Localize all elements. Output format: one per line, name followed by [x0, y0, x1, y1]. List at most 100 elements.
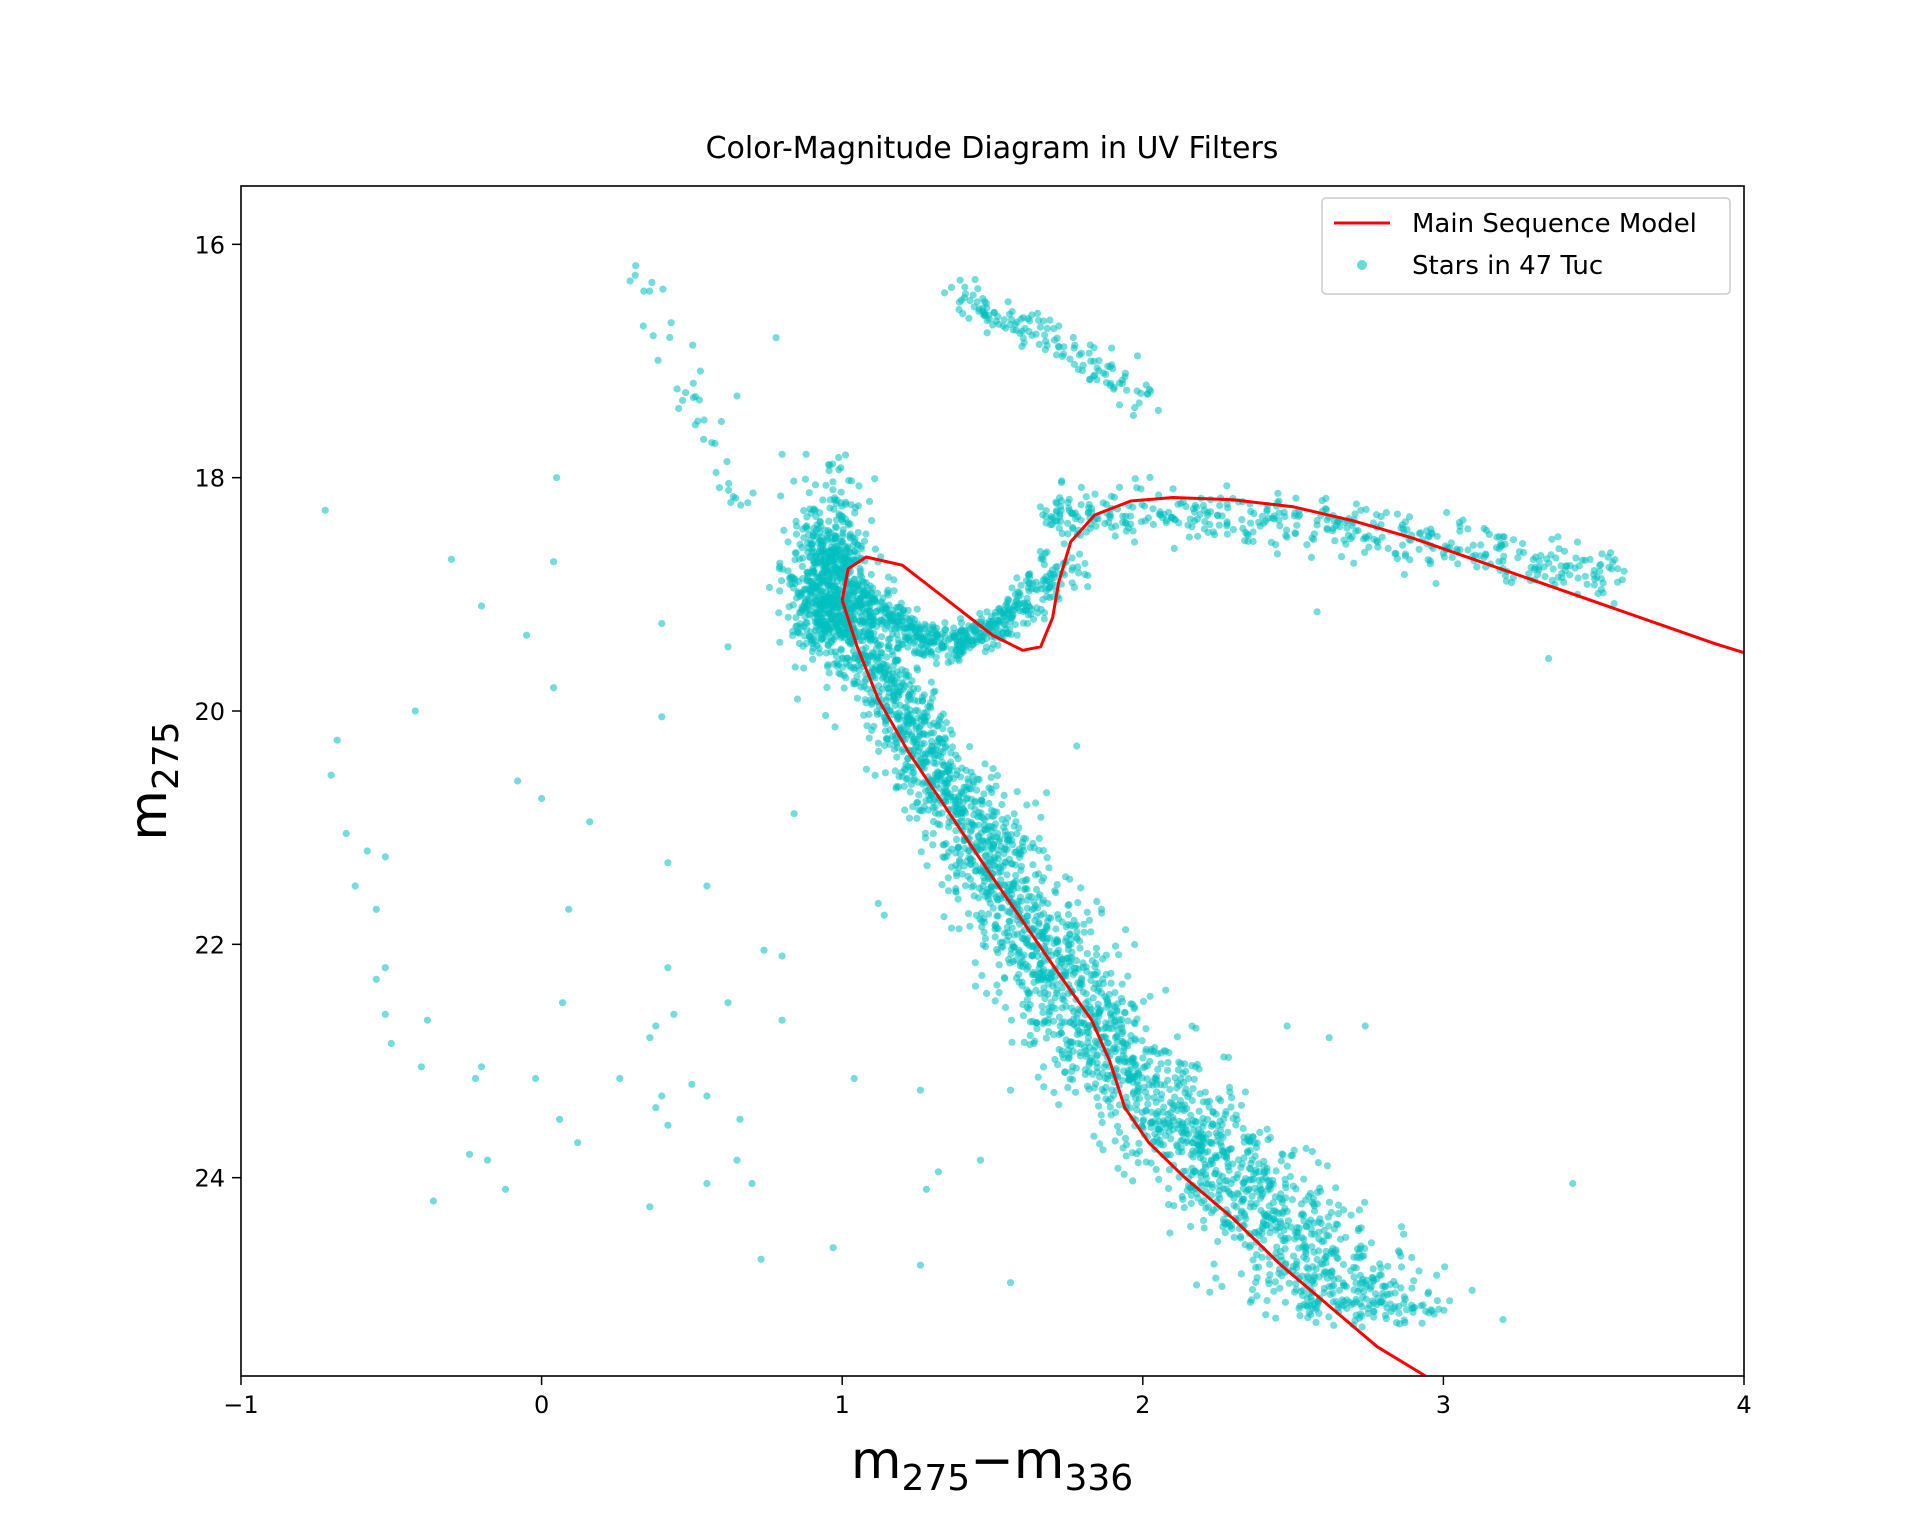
star-point	[1204, 1203, 1212, 1211]
star-point	[1111, 989, 1119, 997]
star-point	[950, 631, 958, 639]
star-point	[1212, 1154, 1220, 1162]
star-point	[1041, 331, 1049, 339]
star-point	[1058, 955, 1066, 964]
star-point	[565, 905, 573, 913]
star-point	[417, 1063, 425, 1071]
star-point	[900, 782, 908, 791]
star-point	[1013, 318, 1021, 326]
star-point	[778, 450, 786, 458]
star-point	[958, 870, 966, 878]
star-point	[1323, 526, 1331, 534]
star-point	[834, 619, 842, 627]
star-point	[1084, 508, 1092, 517]
star-point	[1384, 544, 1392, 553]
star-point	[1315, 1218, 1323, 1226]
star-point	[865, 497, 874, 505]
star-point	[1007, 630, 1016, 639]
star-point	[691, 393, 700, 401]
star-point	[1255, 1176, 1263, 1184]
star-point	[1554, 533, 1562, 541]
star-point	[1045, 1010, 1053, 1018]
star-point	[933, 741, 942, 749]
star-point	[915, 791, 923, 799]
star-point	[1464, 546, 1472, 554]
star-point	[902, 667, 910, 675]
star-point	[1416, 529, 1424, 537]
star-point	[870, 722, 878, 730]
star-point	[901, 765, 909, 773]
star-point	[998, 815, 1006, 824]
star-point	[1209, 1108, 1217, 1116]
x-axis-label-sub2: 336	[1064, 1458, 1133, 1499]
star-point	[1043, 789, 1051, 797]
star-point	[991, 854, 999, 862]
star-point	[1195, 1130, 1203, 1138]
star-point	[998, 800, 1006, 809]
star-point	[1270, 512, 1278, 520]
star-point	[1608, 565, 1616, 573]
star-point	[1361, 1198, 1369, 1206]
star-point	[1115, 401, 1124, 409]
star-point	[1358, 1323, 1366, 1331]
x-tick-label: −1	[223, 1391, 258, 1419]
star-point	[1408, 1301, 1416, 1309]
star-point	[923, 862, 931, 870]
star-point	[1161, 1131, 1170, 1140]
star-point	[1068, 566, 1076, 574]
star-point	[809, 506, 817, 514]
star-point	[1357, 506, 1365, 514]
star-point	[372, 975, 380, 983]
star-point	[961, 283, 969, 291]
star-point	[1525, 570, 1533, 578]
star-point	[1393, 555, 1401, 563]
star-point	[1042, 586, 1050, 595]
star-point	[1017, 581, 1025, 589]
star-point	[1042, 337, 1050, 345]
star-point	[749, 489, 757, 497]
star-point	[1224, 1053, 1233, 1061]
star-point	[1346, 535, 1355, 543]
star-point	[844, 594, 852, 602]
star-point	[1121, 1134, 1130, 1142]
star-point	[659, 285, 667, 293]
star-point	[1013, 930, 1022, 938]
star-point	[696, 367, 705, 375]
star-point	[922, 716, 930, 724]
star-point	[1264, 1136, 1272, 1144]
star-point	[1228, 1094, 1236, 1102]
star-point	[1293, 1258, 1301, 1266]
star-point	[1250, 1203, 1258, 1211]
star-point	[1045, 947, 1053, 955]
star-point	[1006, 959, 1014, 967]
star-point	[1350, 559, 1358, 567]
star-point	[664, 859, 672, 867]
star-point	[1181, 1124, 1189, 1132]
star-point	[1166, 1151, 1174, 1159]
star-point	[1060, 540, 1068, 548]
star-point	[1194, 532, 1202, 540]
star-point	[1020, 1038, 1028, 1046]
star-point	[1456, 522, 1464, 530]
star-point	[1065, 504, 1073, 512]
star-point	[556, 1115, 564, 1123]
star-point	[1118, 980, 1126, 988]
star-point	[1003, 599, 1011, 607]
star-point	[1292, 1185, 1300, 1193]
star-point	[824, 597, 832, 606]
star-point	[1115, 951, 1123, 959]
star-point	[1356, 1271, 1364, 1280]
star-point	[1453, 545, 1461, 553]
star-point	[1074, 513, 1082, 521]
star-point	[897, 610, 905, 618]
star-point	[992, 782, 1000, 790]
star-point	[387, 1039, 395, 1048]
star-point	[1179, 498, 1187, 506]
star-point	[1190, 1126, 1198, 1134]
star-point	[1278, 1209, 1287, 1217]
star-point	[1084, 997, 1092, 1005]
star-point	[1217, 1097, 1225, 1105]
star-point	[830, 505, 838, 513]
star-point	[1142, 1158, 1150, 1166]
star-point	[805, 489, 813, 497]
